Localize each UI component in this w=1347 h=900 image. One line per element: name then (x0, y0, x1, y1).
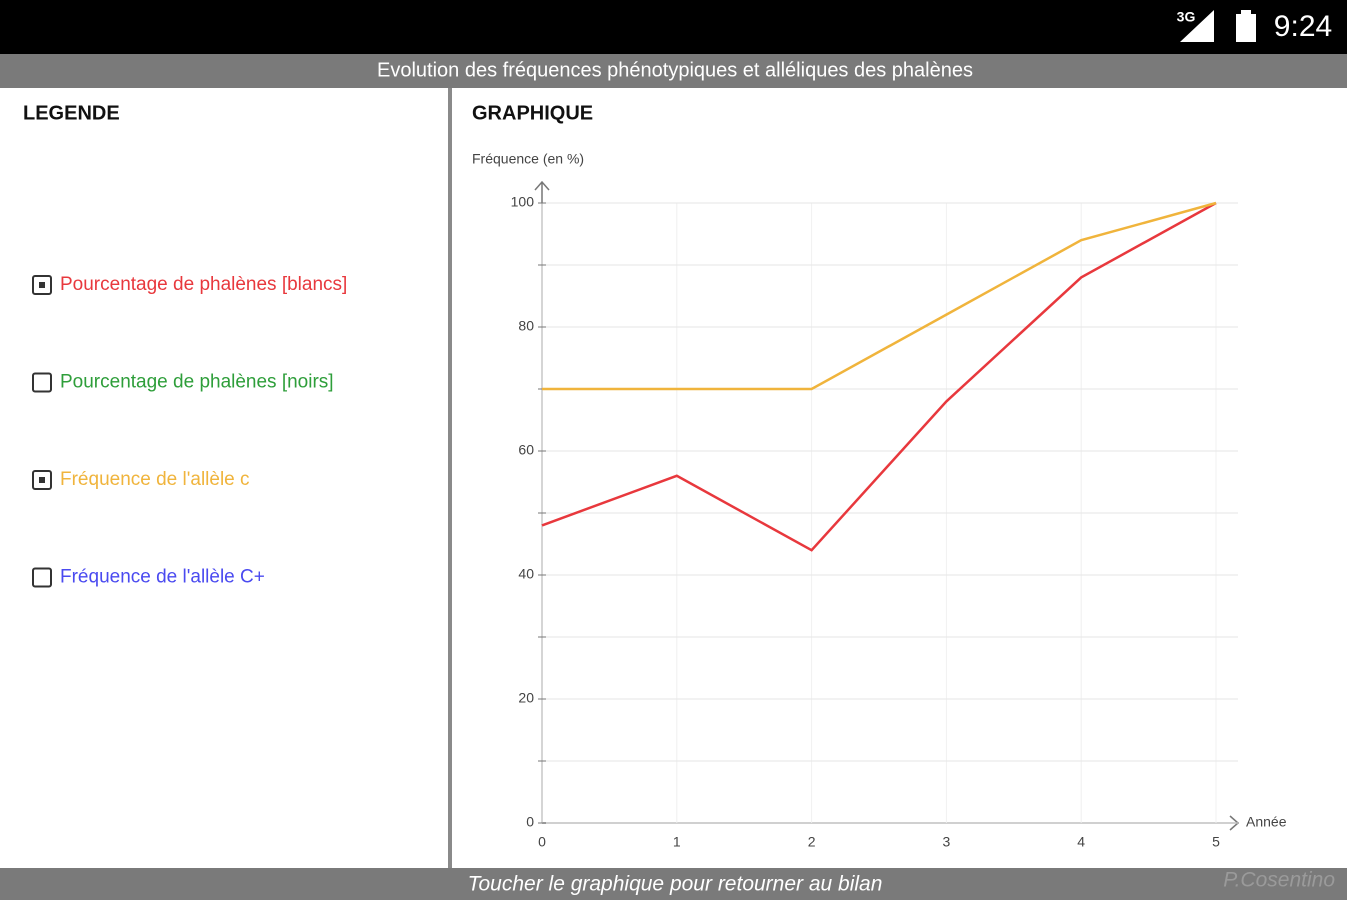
signal-icon (1180, 10, 1214, 42)
battery-tip (1241, 10, 1251, 15)
battery-icon (1236, 14, 1256, 42)
credit: P.Cosentino (1223, 869, 1335, 892)
graph-title: GRAPHIQUE (472, 102, 593, 124)
footer-hint: Toucher le graphique pour retourner au b… (468, 873, 883, 896)
legend-label[interactable]: Fréquence de l'allèle c (60, 469, 250, 490)
legend-label[interactable]: Pourcentage de phalènes [noirs] (60, 372, 334, 393)
checkbox[interactable] (32, 372, 52, 393)
legend-label[interactable]: Fréquence de l'allèle C+ (60, 567, 265, 588)
x-tick-label: 3 (943, 834, 951, 850)
x-tick-label: 4 (1077, 834, 1085, 850)
x-tick-label: 5 (1212, 834, 1220, 850)
y-tick-label: 100 (511, 194, 535, 210)
legend-title: LEGENDE (23, 102, 120, 124)
legend-label[interactable]: Pourcentage de phalènes [blancs] (60, 274, 347, 295)
y-tick-label: 40 (518, 566, 534, 582)
clock: 9:24 (1274, 10, 1332, 43)
y-tick-label: 60 (518, 442, 534, 458)
checkbox-check (39, 477, 45, 483)
y-tick-label: 20 (518, 690, 534, 706)
series-line (541, 201, 1217, 552)
network-type: 3G (1177, 9, 1196, 25)
series-line (542, 201, 1217, 391)
x-tick-label: 1 (673, 834, 681, 850)
checkbox-check (39, 282, 45, 288)
y-tick-label: 0 (526, 814, 534, 830)
x-tick-label: 2 (808, 834, 816, 850)
divider (448, 88, 452, 868)
checkbox[interactable] (32, 567, 52, 588)
footer-bar[interactable] (0, 868, 1347, 900)
x-tick-label: 0 (538, 834, 546, 850)
status-bar (0, 0, 1347, 54)
y-tick-label: 80 (518, 318, 534, 334)
header-bar (0, 54, 1347, 88)
x-axis-label: Année (1246, 814, 1287, 830)
header-title: Evolution des fréquences phénotypiques e… (377, 59, 973, 81)
y-axis-label: Fréquence (en %) (472, 151, 584, 167)
